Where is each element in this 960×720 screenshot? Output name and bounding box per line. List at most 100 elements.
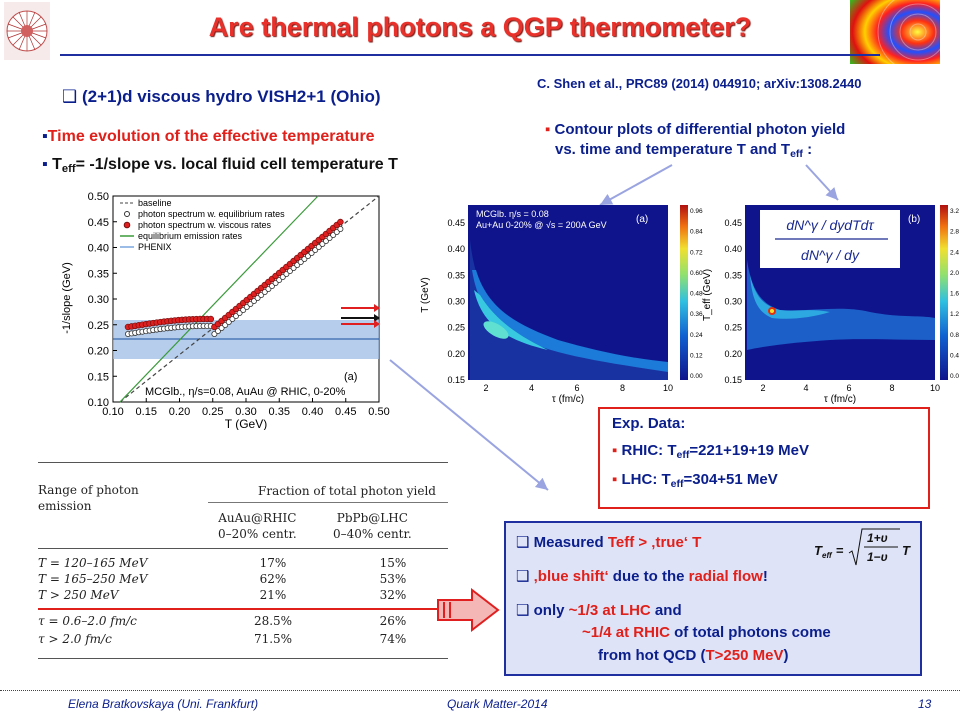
summary-line5: from hot QCD (T>250 MeV) xyxy=(598,647,789,664)
table-cell: 74% xyxy=(379,632,407,646)
equilibrium-rates-line xyxy=(119,195,319,403)
footer-page-number: 13 xyxy=(918,697,932,711)
red-circles-series xyxy=(124,218,344,331)
colorbar-label: 0.24 xyxy=(690,332,703,339)
ytick-label: 0.40 xyxy=(447,244,465,254)
colorbar-label: 0.60 xyxy=(690,270,703,277)
summary-line2: ❑ ‚blue shift‘ due to the radial flow! xyxy=(516,568,768,585)
colorbar-label: 0.4 xyxy=(950,352,959,359)
table-row: T > 250 MeV 21% 32% xyxy=(38,588,448,604)
blueshift-formula: T eff = 1+υ 1−υ T xyxy=(814,528,911,566)
colorbar-label: 1.2 xyxy=(950,311,959,318)
table-cell: 17% xyxy=(259,556,287,570)
table-cell: 15% xyxy=(379,556,407,570)
xtick-label: 4 xyxy=(803,383,808,393)
contour-a-xlabel: τ (fm/c) xyxy=(552,394,584,405)
arrow-markers xyxy=(341,304,380,328)
footer-author: Elena Bratkovskaya (Uni. Frankfurt) xyxy=(68,697,259,711)
table-cell: 28.5% xyxy=(253,614,293,628)
contour-b-xlabel: τ (fm/c) xyxy=(824,394,856,405)
slide-title: Are thermal photons a QGP thermometer? xyxy=(208,12,752,42)
legend-entry: equilibrium emission rates xyxy=(138,231,243,241)
xtick-label: 0.30 xyxy=(235,406,256,418)
ytick-label: 0.30 xyxy=(88,294,109,306)
contour-a-label2: Au+Au 0-20% @ √s = 200A GeV xyxy=(476,220,607,230)
teff-bullet: ▪ Teff= -1/slope vs. local fluid cell te… xyxy=(42,156,398,175)
time-evolution-bullet: ▪Time evolution of the effective tempera… xyxy=(42,128,375,145)
exp-data-box: Exp. Data: ▪ RHIC: Teff=221+19+19 MeV ▪ … xyxy=(598,407,930,509)
xtick-label: 6 xyxy=(846,383,851,393)
title-underline xyxy=(60,54,880,56)
ytick-label: 0.20 xyxy=(88,346,109,358)
ytick-label: 0.20 xyxy=(447,349,465,359)
xtick-label: 10 xyxy=(663,383,673,393)
xtick-label: 0.10 xyxy=(102,406,123,418)
table-row: τ > 2.0 fm/c 71.5% 74% xyxy=(38,632,448,648)
colorbar-label: 0.36 xyxy=(690,311,703,318)
ytick-label: 0.30 xyxy=(724,297,742,307)
checkbox-bullet-icon: ❑ xyxy=(516,568,530,585)
left-plot-panel-label: (a) xyxy=(344,371,357,383)
colorbar-label: 1.6 xyxy=(950,291,959,298)
ytick-label: 0.40 xyxy=(88,243,109,255)
left-plot-xlabel: T (GeV) xyxy=(225,417,267,430)
square-bullet-icon: ▪ xyxy=(545,121,551,138)
xtick-label: 4 xyxy=(529,383,534,393)
summary-box: ❑ Measured Teff > ‚true‘ T ❑ ‚blue shift… xyxy=(504,521,922,676)
logo-left xyxy=(4,2,50,60)
ytick-label: 0.45 xyxy=(88,217,109,229)
left-plot-caption: MCGlb., η/s=0.08, AuAu @ RHIC, 0-20% xyxy=(145,386,346,398)
colorbar-label: 0.48 xyxy=(690,291,703,298)
xtick-label: 6 xyxy=(574,383,579,393)
colorbar-label: 0.84 xyxy=(690,229,703,236)
xtick-label: 0.20 xyxy=(169,406,190,418)
table-red-divider xyxy=(38,608,448,610)
table-row: τ = 0.6–2.0 fm/c 28.5% 26% xyxy=(38,614,448,630)
table-cell: T = 165–250 MeV xyxy=(38,572,148,586)
summary-line1: ❑ Measured Teff > ‚true‘ T xyxy=(516,534,702,551)
table-col2-head: PbPb@LHC 0–40% centr. xyxy=(333,511,412,541)
data-point xyxy=(207,315,215,323)
contour-bullet: ▪ Contour plots of differential photon y… xyxy=(545,121,846,160)
table-row: T = 120–165 MeV 17% 15% xyxy=(38,556,448,572)
contour-a-label1: MCGlb. η/s = 0.08 xyxy=(476,209,549,219)
ytick-label: 0.45 xyxy=(724,218,742,228)
xtick-label: 0.45 xyxy=(335,406,356,418)
colorbar-label: 3.2 xyxy=(950,208,959,215)
ytick-label: 0.15 xyxy=(724,375,742,385)
legend-entry: PHENIX xyxy=(138,242,172,252)
table-cell: 26% xyxy=(379,614,407,628)
arrow-to-contour-a xyxy=(599,164,673,206)
table-cell: 71.5% xyxy=(253,632,293,646)
exp-data-title: Exp. Data: xyxy=(612,415,686,432)
xtick-label: 0.25 xyxy=(202,406,223,418)
ytick-label: 0.40 xyxy=(724,244,742,254)
ytick-label: 0.35 xyxy=(88,268,109,280)
open-circles-series xyxy=(125,226,344,337)
ytick-label: 0.30 xyxy=(447,297,465,307)
gsi-logo-icon xyxy=(4,2,50,60)
ytick-label: 0.20 xyxy=(724,349,742,359)
square-bullet-icon: ▪ xyxy=(612,471,618,488)
svg-text:T: T xyxy=(902,543,911,558)
contour-plot-b: dN^γ / dydTdτ dN^γ / dy (b) 0.45 0.40 0.35… xyxy=(702,205,959,405)
table-group-head: Fraction of total photon yield xyxy=(258,484,436,498)
xtick-label: 0.40 xyxy=(302,406,323,418)
checkbox-bullet-icon: ❑ xyxy=(516,534,530,551)
table-cell: T = 120–165 MeV xyxy=(38,556,148,570)
colorbar-label: 2.4 xyxy=(950,249,959,256)
footer-divider xyxy=(0,690,960,691)
photon-fraction-table: Range of photon emission Fraction of tot… xyxy=(38,462,448,660)
xtick-label: 0.50 xyxy=(368,406,389,418)
colorbar-label: 0.8 xyxy=(950,332,959,339)
xtick-label: 10 xyxy=(930,383,940,393)
square-bullet-icon: ▪ xyxy=(42,128,48,145)
ytick-label: 0.15 xyxy=(447,375,465,385)
ytick-label: 0.50 xyxy=(88,191,109,203)
red-arrow-icon xyxy=(437,588,500,632)
summary-line3: ❑ only ~1/3 at LHC and xyxy=(516,602,682,619)
ytick-label: 0.25 xyxy=(88,320,109,332)
square-bullet-icon: ▪ xyxy=(612,442,618,459)
formula-numerator: dN^γ / dydTdτ xyxy=(786,217,874,233)
contour-a-ylabel: T (GeV) xyxy=(420,277,431,312)
